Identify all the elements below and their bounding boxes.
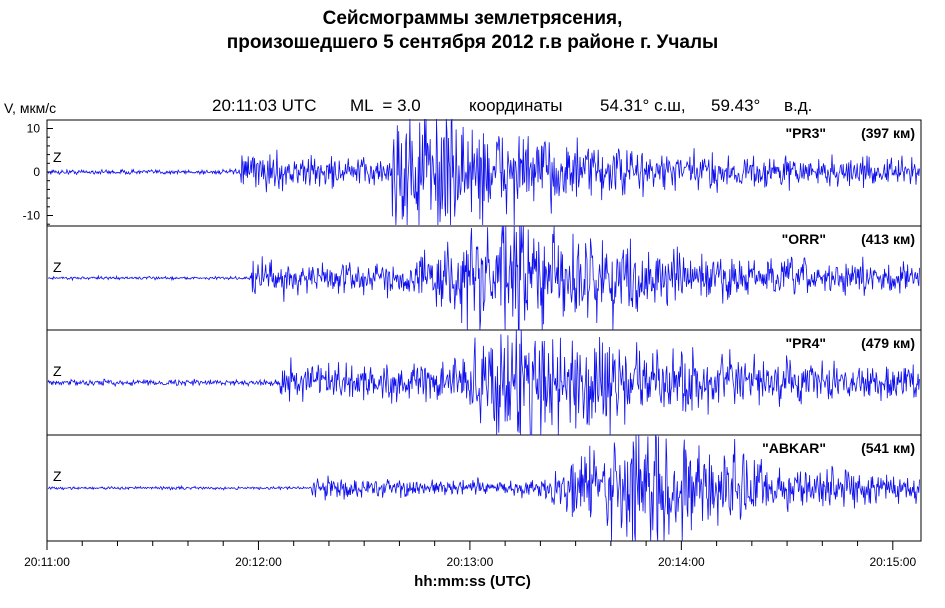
station-name: "ABKAR": [762, 440, 826, 456]
coords-label: координаты: [469, 96, 563, 115]
y-tick-label: -10: [23, 209, 41, 223]
x-tick-label: 20:11:00: [24, 555, 70, 569]
y-tick-label: 10: [27, 122, 41, 136]
component-label: Z: [53, 149, 62, 165]
y-axis-label: V, мкм/с: [4, 100, 57, 116]
y-tick-label: 0: [33, 165, 40, 179]
station-distance: (397 км): [861, 125, 915, 141]
component-label: Z: [53, 363, 62, 379]
event-time: 20:11:03 UTC: [212, 96, 317, 115]
x-tick-label: 20:12:00: [235, 555, 282, 569]
x-axis-label: hh:mm:ss (UTC): [414, 573, 531, 590]
chart-title-line1: Сейсмограммы землетрясения,: [322, 8, 623, 29]
seismogram-trace: [47, 118, 920, 226]
component-label: Z: [53, 468, 62, 484]
event-magnitude: ML = 3.0: [350, 96, 421, 115]
station-name: "ORR": [782, 231, 826, 247]
station-distance: (413 км): [861, 231, 915, 247]
x-tick-label: 20:15:00: [869, 555, 916, 569]
x-tick-label: 20:13:00: [447, 555, 494, 569]
station-name: "PR4": [785, 335, 826, 351]
event-longitude-dir: в.д.: [784, 96, 813, 115]
seismogram-trace: [47, 225, 920, 331]
station-distance: (541 км): [861, 440, 915, 456]
seismogram-trace: [47, 434, 920, 542]
station-distance: (479 км): [861, 335, 915, 351]
event-latitude: 54.31° с.ш,: [600, 96, 686, 115]
component-label: Z: [53, 259, 62, 275]
x-tick-label: 20:14:00: [658, 555, 705, 569]
chart-title-line2: произошедшего 5 сентября 2012 г.в районе…: [226, 32, 719, 53]
station-name: "PR3": [785, 125, 826, 141]
event-longitude: 59.43°: [711, 96, 761, 115]
event-info-header: 20:11:03 UTC ML = 3.0 координаты 54.31° …: [0, 96, 945, 120]
seismogram-trace: [47, 329, 920, 436]
